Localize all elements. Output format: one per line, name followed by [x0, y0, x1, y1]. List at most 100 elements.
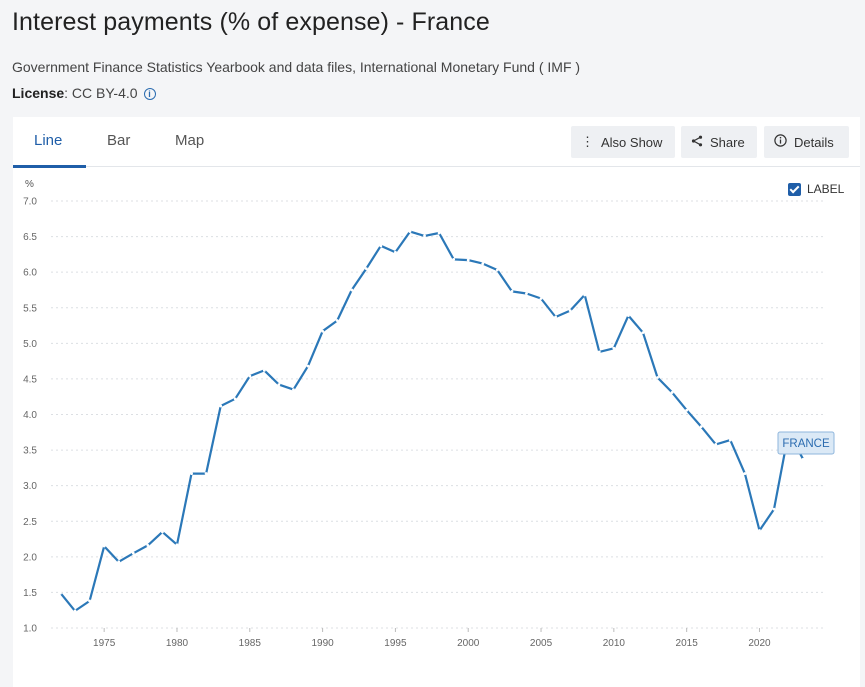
share-icon	[691, 135, 703, 150]
data-point	[568, 309, 572, 312]
kebab-icon: ⋮	[581, 134, 594, 149]
license-label: License	[12, 85, 65, 101]
data-point	[161, 530, 164, 534]
data-point	[728, 438, 732, 442]
tab-bar[interactable]: Bar	[107, 132, 131, 149]
data-point	[656, 376, 659, 379]
chart-tabs: Line Bar Map ⋮ Also Show Share Details	[13, 117, 860, 168]
data-point	[772, 507, 776, 511]
tab-line[interactable]: Line	[34, 132, 63, 149]
y-tick-label: 1.0	[23, 624, 37, 635]
data-point	[539, 297, 543, 300]
info-circle-icon	[774, 134, 787, 150]
data-point	[190, 472, 193, 475]
y-tick-label: 6.0	[23, 268, 37, 279]
data-point	[204, 472, 208, 475]
data-point	[59, 591, 62, 595]
series-label-france: FRANCE	[782, 438, 830, 450]
data-point	[423, 234, 426, 238]
y-tick-label: 2.0	[23, 552, 37, 563]
data-point	[277, 383, 281, 387]
y-tick-label: 7.0	[23, 197, 37, 208]
data-point	[685, 408, 689, 412]
x-tick-label: 2015	[676, 638, 699, 649]
data-point	[102, 544, 106, 548]
data-point	[321, 329, 324, 333]
info-icon[interactable]: i	[143, 88, 156, 100]
data-point	[248, 374, 252, 378]
data-point	[612, 346, 616, 350]
data-point	[394, 250, 397, 254]
data-point	[88, 599, 91, 603]
data-point	[495, 268, 499, 272]
data-point	[670, 391, 674, 394]
page-title: Interest payments (% of expense) - Franc…	[12, 8, 490, 36]
data-point	[306, 364, 310, 368]
data-point	[801, 457, 805, 461]
data-point	[73, 609, 77, 613]
data-point	[131, 551, 135, 555]
y-tick-label: 6.5	[23, 232, 37, 243]
y-tick-label: 4.0	[23, 410, 37, 421]
details-label: Details	[794, 134, 834, 150]
y-tick-label: 3.5	[23, 446, 37, 457]
active-tab-indicator	[13, 165, 86, 168]
x-tick-label: 2000	[457, 638, 480, 649]
x-tick-label: 1980	[166, 638, 189, 649]
data-point	[699, 425, 703, 428]
also-show-button[interactable]: ⋮ Also Show	[571, 126, 675, 158]
series-line-france	[59, 230, 805, 612]
data-point	[758, 529, 761, 532]
y-axis-unit: %	[25, 179, 34, 190]
data-point	[641, 331, 645, 335]
tab-map[interactable]: Map	[175, 132, 205, 149]
x-tick-label: 1985	[239, 638, 262, 649]
y-tick-label: 5.5	[23, 303, 37, 314]
y-tick-label: 2.5	[23, 517, 37, 528]
x-tick-label: 2005	[530, 638, 553, 649]
data-point	[146, 544, 150, 547]
x-tick-label: 2010	[603, 638, 626, 649]
data-point	[408, 230, 412, 234]
share-label: Share	[710, 134, 745, 150]
y-tick-label: 4.5	[23, 374, 37, 385]
data-point	[262, 368, 266, 372]
data-point	[335, 319, 339, 322]
label-toggle-text: LABEL	[807, 182, 845, 196]
data-point	[364, 267, 368, 271]
label-toggle[interactable]: LABEL	[788, 182, 844, 196]
license-line: License: CC BY-4.0 i	[12, 85, 156, 101]
data-source[interactable]: Government Finance Statistics Yearbook a…	[12, 59, 581, 75]
data-point	[714, 442, 718, 446]
data-point	[233, 397, 237, 401]
x-tick-label: 1990	[311, 638, 334, 649]
data-point	[379, 244, 383, 248]
y-tick-label: 1.5	[23, 588, 37, 599]
data-point	[510, 289, 514, 293]
x-tick-label: 1975	[93, 638, 116, 649]
data-point	[292, 388, 295, 391]
data-point	[554, 315, 557, 319]
chart-card: Line Bar Map ⋮ Also Show Share Details L…	[13, 117, 860, 687]
data-point	[175, 543, 179, 547]
data-point	[452, 257, 456, 261]
data-point	[583, 293, 587, 297]
data-point	[437, 231, 441, 235]
series-label-box	[777, 431, 835, 455]
data-point	[466, 258, 470, 262]
data-point	[219, 404, 223, 408]
x-tick-label: 2020	[748, 638, 771, 649]
details-button[interactable]: Details	[764, 126, 849, 158]
label-checkbox[interactable]	[788, 182, 801, 196]
y-tick-label: 5.0	[23, 339, 37, 350]
data-point	[743, 472, 747, 475]
data-point	[117, 560, 121, 564]
data-point	[350, 288, 354, 292]
x-tick-label: 1995	[384, 638, 407, 649]
share-button[interactable]: Share	[681, 126, 757, 158]
data-point	[481, 262, 485, 266]
line-chart: % 7.0 6.5 6.0 5.5 5.0 4.5 4.0 3.5 3.0 2.5 2.0 1.5 1.0…	[23, 179, 835, 649]
data-point	[627, 314, 630, 317]
license-value: : CC BY-4.0	[64, 85, 138, 101]
y-tick-label: 3.0	[23, 481, 37, 492]
